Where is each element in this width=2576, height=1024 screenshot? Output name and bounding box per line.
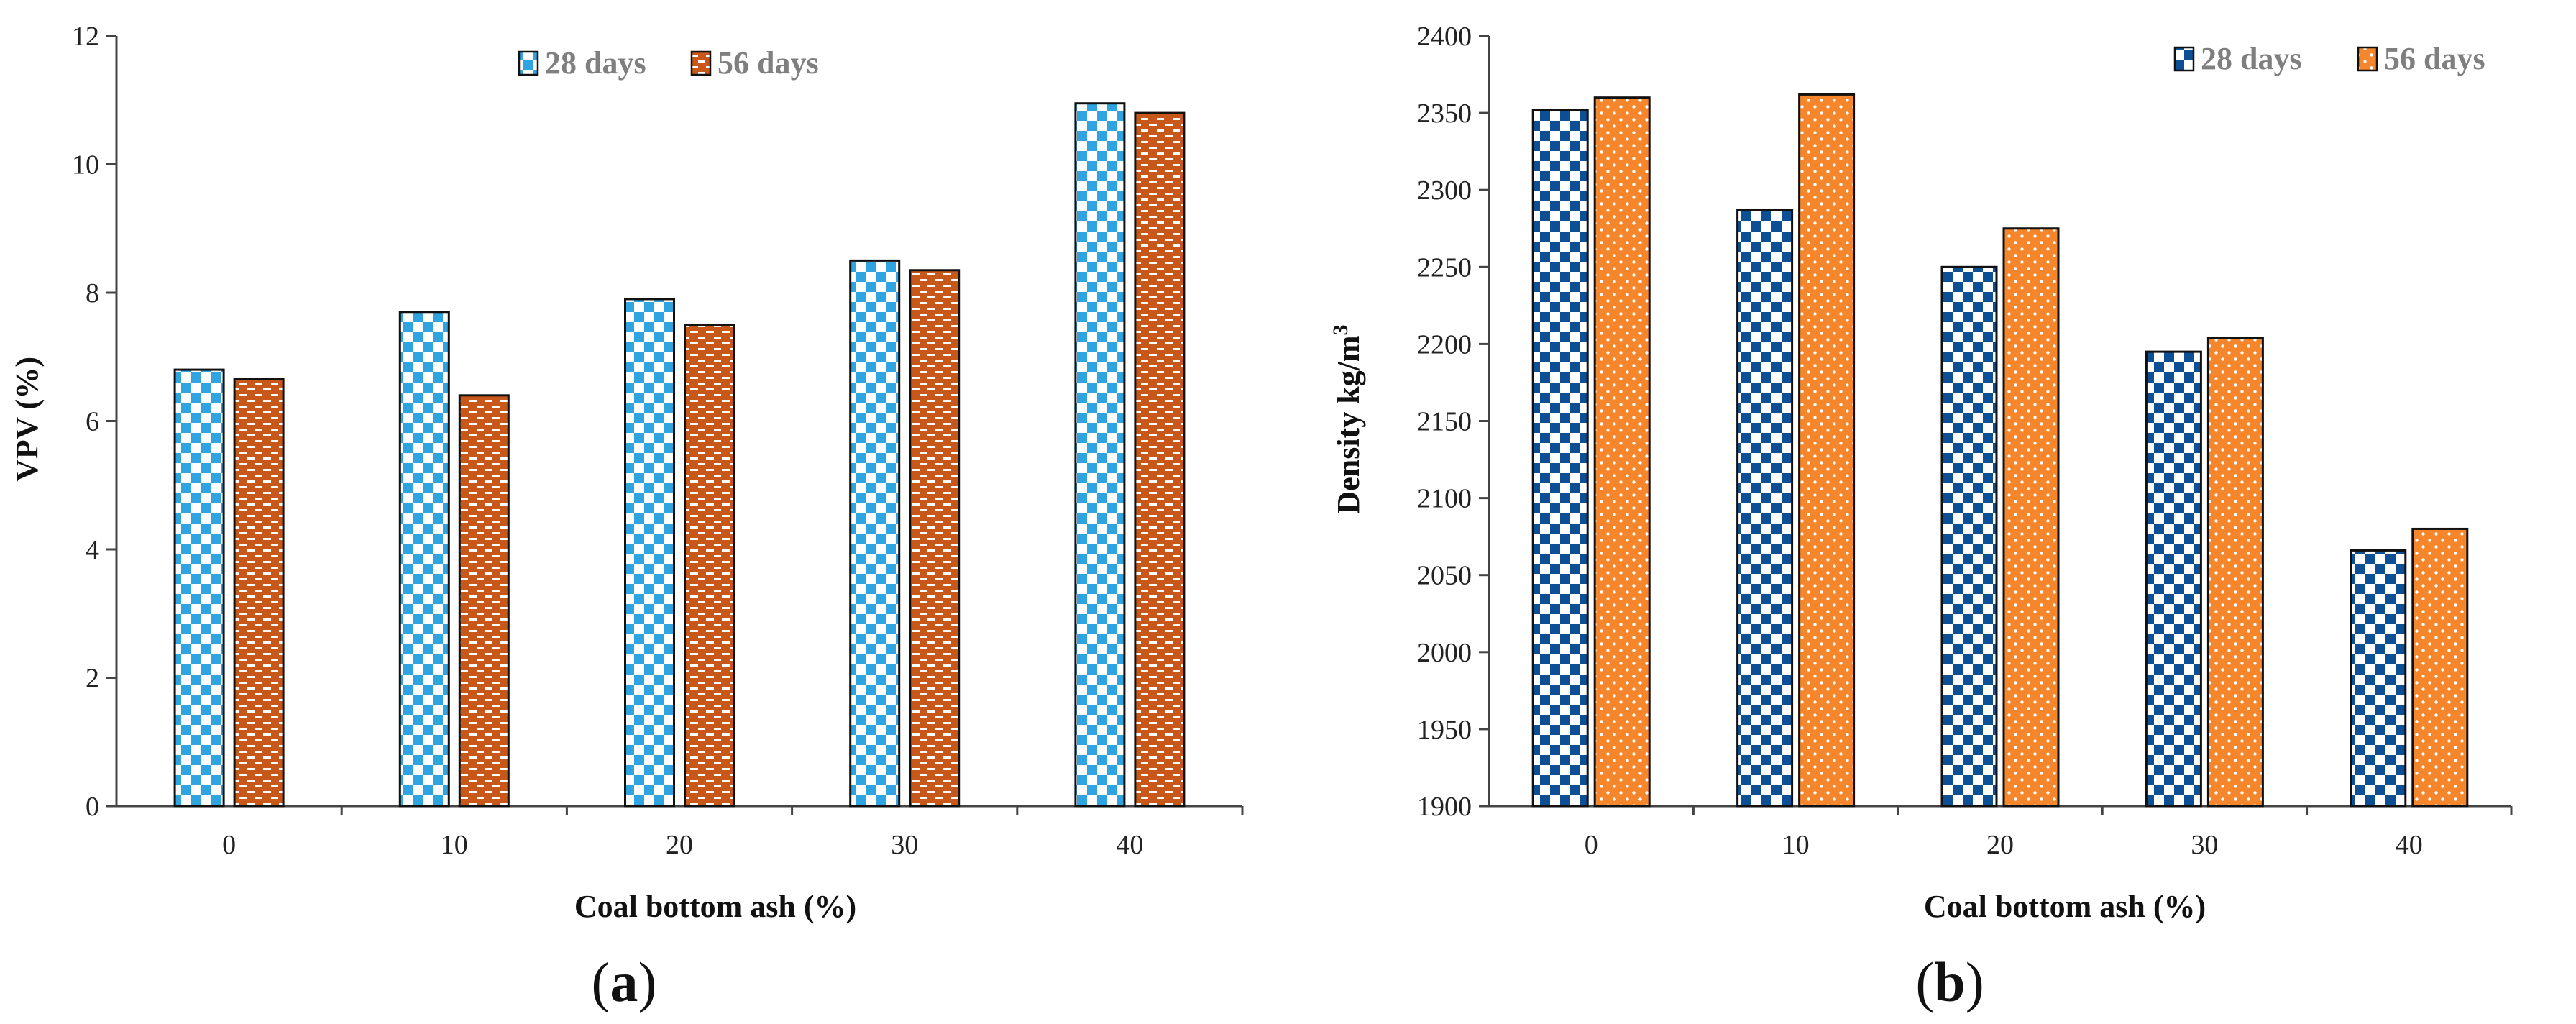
x-tick-label: 30	[2191, 830, 2218, 860]
panel-a-axes: 0 2 4 6 8 10 12 0 10 20 30 40	[72, 22, 1244, 860]
y-tick-label: 2000	[1417, 638, 1472, 668]
legend-swatch-28-days	[2173, 46, 2195, 72]
y-tick-label: 2400	[1417, 22, 1472, 52]
bar-56-days-40	[1134, 111, 1186, 808]
bar-28-days-20	[624, 298, 675, 808]
bar-56-days-10	[458, 394, 510, 808]
panel-b-axes: 1900 1950 2000 2050 2100 2150 2200 2250 2300 2350…	[1417, 22, 2513, 860]
panel-b-x-axis-label: Coal bottom ash (%)	[1924, 889, 2206, 924]
x-tick-label: 20	[666, 830, 693, 860]
y-tick-label: 2050	[1417, 561, 1472, 591]
y-tick-label: 1950	[1417, 715, 1472, 745]
bar-28-days-10	[1736, 209, 1794, 808]
bar-28-days-30	[2145, 350, 2202, 808]
legend-label-56-days: 56 days	[718, 45, 819, 81]
y-tick-label: 12	[72, 22, 99, 52]
panel-a-y-axis-label: VPV (%)	[9, 357, 45, 482]
legend-label-28-days: 28 days	[2201, 41, 2302, 76]
bar-28-days-0	[1531, 109, 1589, 808]
legend-label-56-days: 56 days	[2384, 41, 2485, 76]
x-tick-label: 0	[222, 830, 236, 860]
bar-56-days-0	[1593, 96, 1651, 808]
panel-b-chart: 1900 1950 2000 2050 2100 2150 2200 2250 2300 2350…	[1329, 22, 2513, 1013]
legend-swatch-56-days	[690, 50, 712, 76]
y-tick-label: 2100	[1417, 484, 1472, 514]
bar-28-days-0	[173, 368, 225, 808]
y-tick-label: 2350	[1417, 99, 1472, 129]
panel-a-bars	[173, 102, 1186, 808]
y-tick-label: 2200	[1417, 329, 1472, 360]
x-tick-label: 30	[891, 830, 918, 860]
panel-a-caption: (a)	[592, 951, 657, 1013]
bar-56-days-20	[2002, 227, 2060, 808]
panel-a-legend: 28 days 56 days	[518, 45, 819, 81]
bar-28-days-40	[2350, 549, 2407, 808]
bar-28-days-40	[1074, 102, 1126, 808]
panel-b-caption: (b)	[1915, 951, 1984, 1013]
x-tick-label: 10	[441, 830, 468, 860]
x-tick-label: 40	[2396, 830, 2423, 860]
bar-56-days-20	[684, 324, 735, 808]
y-tick-label: 10	[72, 150, 99, 180]
x-tick-label: 20	[1986, 830, 2014, 860]
y-tick-label: 2300	[1417, 175, 1472, 206]
bar-28-days-20	[1940, 265, 1998, 808]
panel-b-y-axis-label: Density kg/m3	[1329, 324, 1367, 513]
panel-a-x-axis-label: Coal bottom ash (%)	[574, 889, 856, 924]
panel-b-bars	[1531, 93, 2469, 808]
y-tick-label: 1900	[1417, 792, 1472, 822]
x-tick-label: 0	[1585, 830, 1598, 860]
y-tick-label: 2150	[1417, 407, 1472, 437]
bar-56-days-40	[2411, 527, 2469, 808]
legend-swatch-28-days	[518, 50, 539, 76]
bar-56-days-0	[233, 378, 285, 808]
x-tick-label: 40	[1116, 830, 1143, 860]
bar-28-days-30	[849, 259, 901, 808]
panel-a-chart: 0 2 4 6 8 10 12 0 10 20 30 40 28 days 56 days Coal b…	[9, 22, 1244, 1013]
y-tick-label: 2	[86, 664, 99, 694]
y-tick-label: 6	[86, 407, 99, 437]
bar-56-days-30	[909, 269, 961, 808]
x-tick-label: 10	[1782, 830, 1810, 860]
legend-swatch-56-days	[2357, 46, 2378, 72]
y-tick-label: 8	[86, 278, 99, 308]
legend-label-28-days: 28 days	[545, 45, 646, 81]
y-tick-label: 0	[86, 792, 99, 822]
bar-56-days-10	[1798, 93, 1856, 808]
y-tick-label: 2250	[1417, 252, 1472, 283]
panel-b-legend: 28 days 56 days	[2173, 41, 2485, 76]
bar-28-days-10	[398, 311, 450, 808]
y-tick-label: 4	[86, 535, 99, 565]
bar-56-days-30	[2206, 337, 2264, 808]
